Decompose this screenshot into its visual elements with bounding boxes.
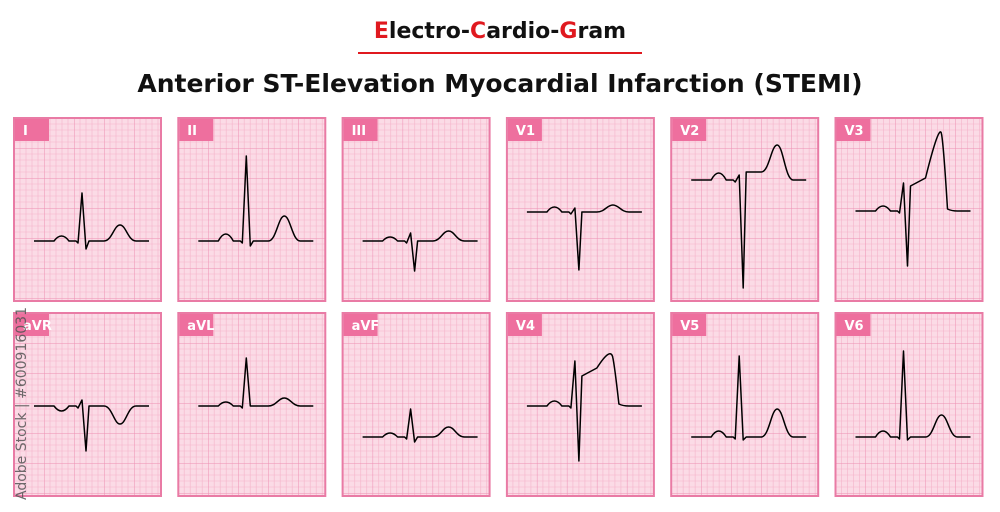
lead-label-box (672, 314, 707, 336)
grid-background (505, 117, 655, 302)
lead-label: V1 (516, 124, 535, 139)
lead-label: V4 (516, 319, 535, 334)
lead-label-box (15, 314, 49, 336)
ecg-panel: V5 (670, 312, 820, 497)
ecg-panel: aVL (177, 312, 327, 497)
grid-background (13, 117, 162, 302)
ecg-panel: aVF (341, 312, 491, 497)
title-part: G (559, 19, 577, 44)
title-part: lectro- (389, 19, 470, 44)
lead-label-box (507, 314, 542, 336)
ecg-panel: V3 (834, 117, 984, 302)
ecg-waveform (526, 204, 642, 271)
grid-background (177, 312, 327, 497)
ecg-waveform (855, 350, 971, 441)
subtitle: Anterior ST-Elevation Myocardial Infarct… (137, 69, 862, 98)
ecg-waveform (855, 131, 971, 267)
watermark: Adobe Stock | #600916031 (14, 307, 30, 500)
ecg-waveform (691, 355, 807, 441)
lead-label: aVL (187, 319, 214, 334)
title-part: C (470, 19, 486, 44)
grid-background (341, 312, 491, 497)
lead-label-box (836, 314, 871, 336)
lead-label: aVF (352, 319, 380, 334)
ecg-panel: I (13, 117, 162, 302)
grid-background (834, 312, 984, 497)
lead-label: V2 (680, 124, 699, 139)
grid-background (177, 117, 327, 302)
lead-label: II (187, 124, 197, 139)
lead-label-box (179, 314, 214, 336)
lead-label: V3 (845, 124, 864, 139)
ecg-waveform (362, 230, 478, 272)
ecg-waveform (526, 353, 642, 462)
lead-label-box (15, 119, 49, 141)
ecg-waveform (691, 144, 807, 289)
ecg-panel: II (177, 117, 327, 302)
ecg-waveform (198, 357, 314, 409)
lead-label: I (23, 124, 28, 139)
ecg-panel: V1 (505, 117, 655, 302)
lead-label-box (343, 314, 378, 336)
lead-label-box (836, 119, 871, 141)
lead-label-box (672, 119, 707, 141)
ecg-waveform (34, 192, 149, 250)
grid-background (13, 312, 162, 497)
grid-background (341, 117, 491, 302)
ecg-panel: V2 (670, 117, 820, 302)
title-part: ardio- (486, 19, 559, 44)
grid-background (670, 312, 820, 497)
ecg-panel: V6 (834, 312, 984, 497)
lead-label-box (179, 119, 214, 141)
lead-label: V5 (680, 319, 699, 334)
ecg-panel: III (341, 117, 491, 302)
ecg-panel: V4 (505, 312, 655, 497)
title-part: ram (577, 19, 626, 44)
lead-label: aVR (23, 319, 52, 334)
lead-label: V6 (845, 319, 864, 334)
title: Electro-Cardio-Gram (374, 19, 626, 44)
ecg-waveform (34, 399, 149, 452)
ecg-waveform (362, 408, 478, 443)
ecg-waveform (198, 155, 314, 247)
lead-label: III (352, 124, 367, 139)
title-part: E (374, 19, 389, 44)
lead-label-box (343, 119, 378, 141)
lead-label-box (507, 119, 542, 141)
ecg-panel: aVR (13, 312, 162, 497)
